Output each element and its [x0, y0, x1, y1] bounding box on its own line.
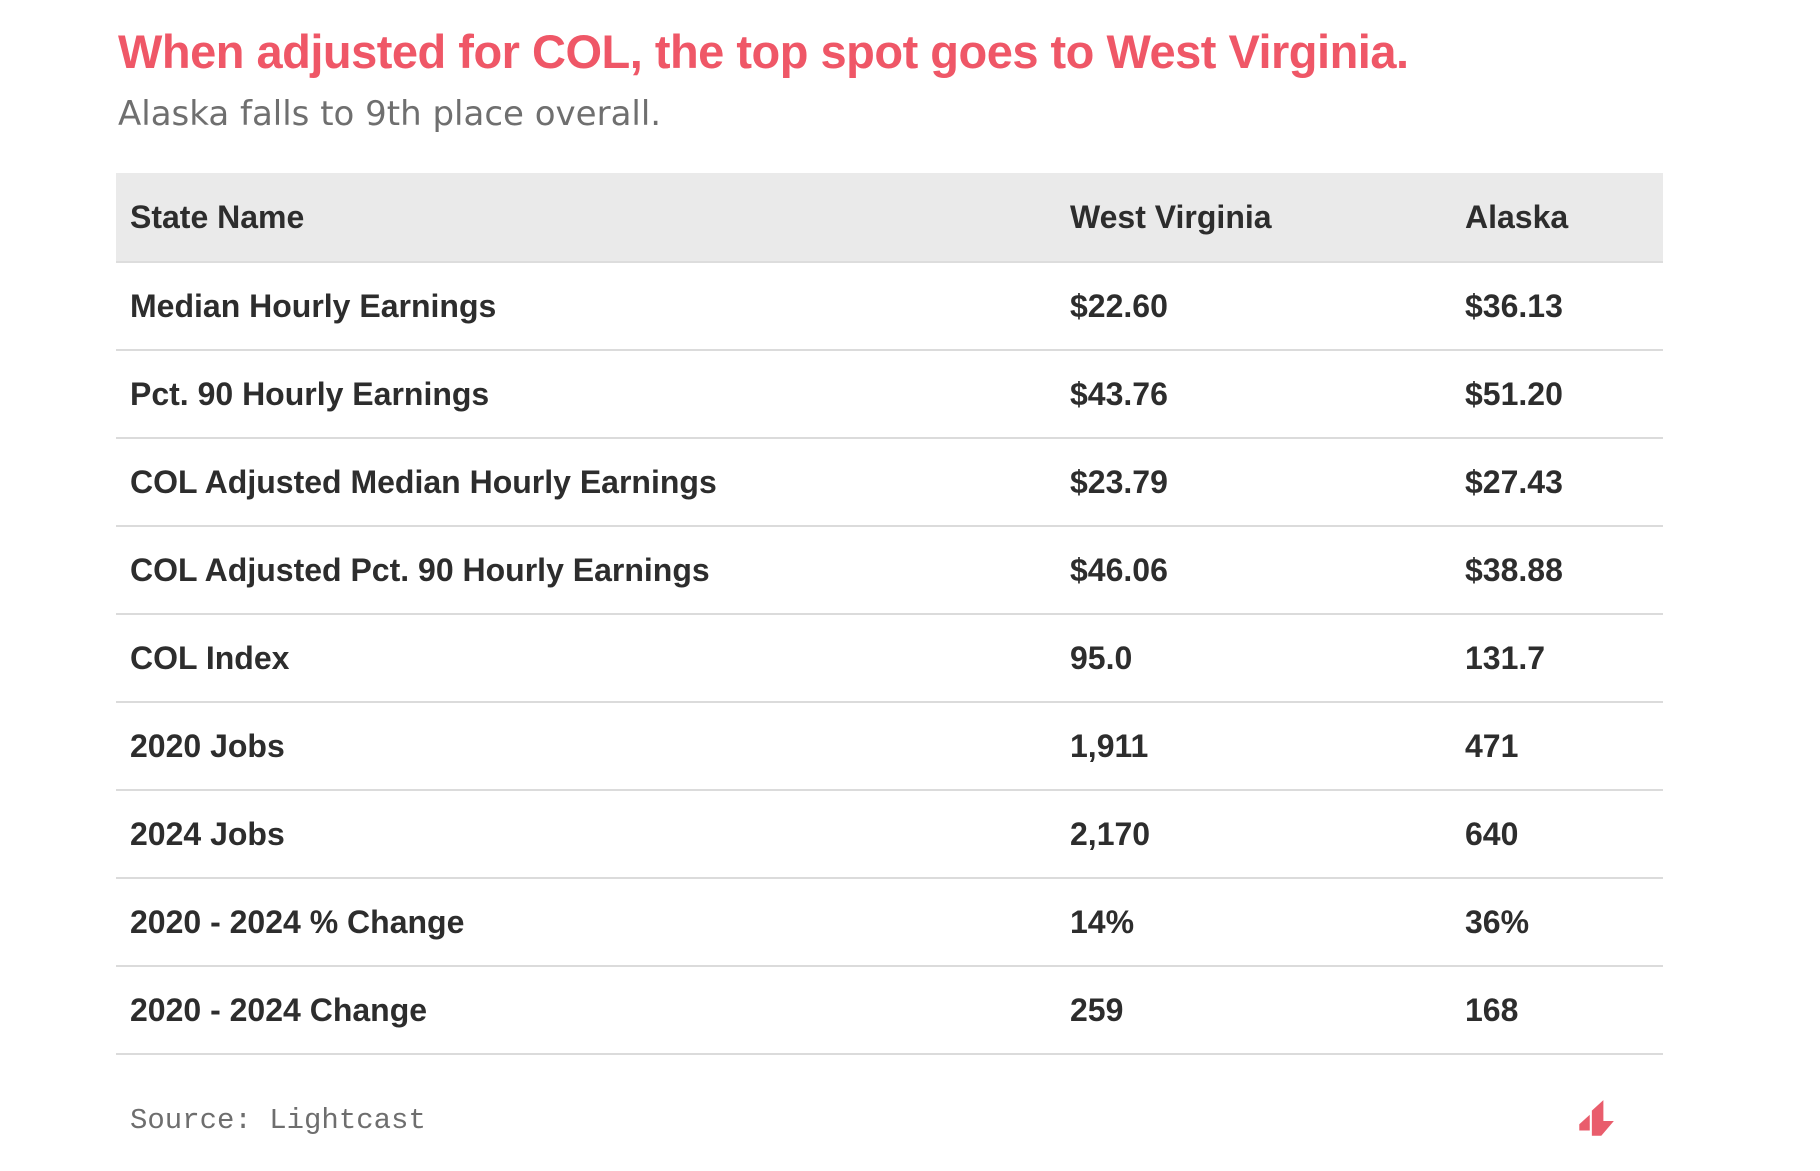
table-row: COL Index 95.0 131.7	[116, 613, 1663, 702]
west-virginia-value: $23.79	[1070, 463, 1168, 500]
column-header-west-virginia: West Virginia	[1070, 198, 1272, 235]
alaska-value: 36%	[1465, 903, 1530, 940]
alaska-value: 131.7	[1465, 639, 1546, 676]
source-label: Source: Lightcast	[130, 1103, 426, 1137]
row-label: 2020 - 2024 % Change	[130, 903, 465, 940]
row-label: Pct. 90 Hourly Earnings	[130, 375, 490, 412]
row-label: COL Index	[130, 639, 290, 676]
alaska-value: $51.20	[1465, 375, 1563, 412]
row-label: 2020 - 2024 Change	[130, 991, 428, 1028]
chart-subtitle: Alaska falls to 9th place overall.	[118, 94, 662, 135]
table-row: 2024 Jobs 2,170 640	[116, 789, 1663, 878]
alaska-value: 471	[1465, 727, 1519, 764]
table-row: COL Adjusted Pct. 90 Hourly Earnings $46…	[116, 525, 1663, 614]
west-virginia-value: $43.76	[1070, 375, 1168, 412]
west-virginia-value: 95.0	[1070, 639, 1133, 676]
infographic-page: When adjusted for COL, the top spot goes…	[116, 25, 1663, 1171]
row-label: Median Hourly Earnings	[130, 287, 497, 324]
west-virginia-value: $46.06	[1070, 551, 1168, 588]
footer: Source: Lightcast	[116, 1055, 1663, 1171]
west-virginia-value: 1,911	[1070, 727, 1149, 764]
table-row: COL Adjusted Median Hourly Earnings $23.…	[116, 437, 1663, 526]
row-label: COL Adjusted Median Hourly Earnings	[130, 463, 717, 500]
row-label: 2024 Jobs	[130, 815, 285, 852]
alaska-value: 640	[1465, 815, 1519, 852]
west-virginia-value: 259	[1070, 991, 1124, 1028]
alaska-value: $38.88	[1465, 551, 1563, 588]
data-table: State Name West Virginia Alaska Median H…	[116, 173, 1663, 1056]
table-row: Median Hourly Earnings $22.60 $36.13	[116, 263, 1663, 350]
west-virginia-value: 14%	[1070, 903, 1135, 940]
column-header-state-name: State Name	[130, 198, 305, 235]
table-row: 2020 - 2024 % Change 14% 36%	[116, 877, 1663, 966]
row-label: COL Adjusted Pct. 90 Hourly Earnings	[130, 551, 710, 588]
table-row: 2020 - 2024 Change 259 168	[116, 965, 1663, 1054]
alaska-value: $36.13	[1465, 287, 1563, 324]
table-row: Pct. 90 Hourly Earnings $43.76 $51.20	[116, 349, 1663, 438]
alaska-value: $27.43	[1465, 463, 1563, 500]
lightcast-logo	[1579, 1100, 1614, 1136]
column-header-alaska: Alaska	[1465, 198, 1569, 235]
west-virginia-value: 2,170	[1070, 815, 1151, 852]
west-virginia-value: $22.60	[1070, 287, 1168, 324]
chart-title: When adjusted for COL, the top spot goes…	[118, 25, 1409, 78]
alaska-value: 168	[1465, 991, 1519, 1028]
table-header-row: State Name West Virginia Alaska	[116, 173, 1663, 264]
table-row: 2020 Jobs 1,911 471	[116, 701, 1663, 790]
row-label: 2020 Jobs	[130, 727, 285, 764]
